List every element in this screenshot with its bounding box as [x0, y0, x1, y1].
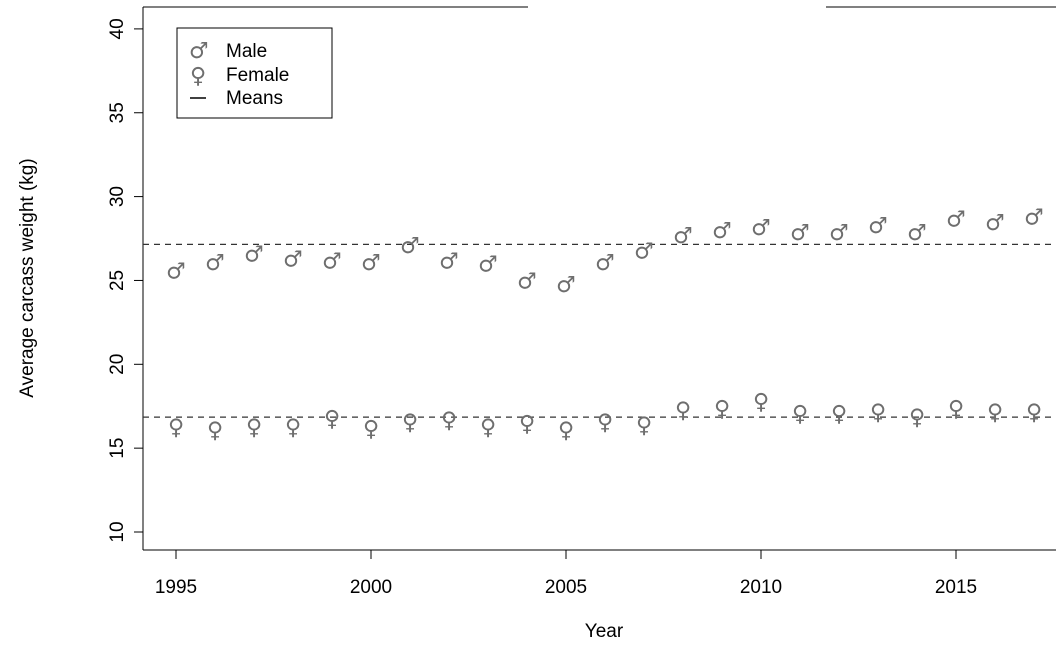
female-point-icon: ♀ [948, 397, 964, 422]
female-point-icon: ♀ [207, 419, 223, 444]
mean-lines [143, 243, 1056, 418]
male-point-icon: ♂ [751, 216, 771, 241]
axes: 1995 2000 2005 2010 2015 10 15 20 25 30 35 40 [107, 18, 977, 598]
female-point-icon: ♀ [909, 405, 925, 430]
female-point-icon: ♀ [792, 402, 808, 427]
female-point-icon: ♀ [246, 415, 262, 440]
legend-label-means: Means [226, 88, 283, 109]
female-point-icon: ♀ [987, 400, 1003, 425]
male-point-icon: ♂ [517, 269, 537, 294]
female-point-icon: ♀ [1026, 400, 1042, 425]
female-point-icon: ♀ [597, 410, 613, 435]
male-point-icon: ♂ [790, 221, 810, 246]
female-point-icon: ♀ [324, 407, 340, 432]
male-point-icon: ♂ [985, 211, 1005, 236]
legend-box [176, 27, 333, 119]
male-point-icon: ♂ [634, 239, 654, 264]
legend: ♂ Male ♀ Female Means [176, 27, 333, 119]
legend-label-female: Female [226, 65, 289, 86]
male-point-icon: ♂ [829, 221, 849, 246]
male-point-icon: ♂ [283, 248, 303, 273]
female-point-icon: ♀ [480, 415, 496, 440]
male-point-icon: ♂ [322, 249, 342, 274]
male-point-icon: ♂ [1024, 206, 1044, 231]
male-point-icon: ♂ [868, 214, 888, 239]
plot-frame [142, 6, 1056, 551]
male-point-icon: ♂ [712, 219, 732, 244]
male-point-icon: ♂ [478, 253, 498, 278]
male-point-icon: ♂ [439, 249, 459, 274]
male-point-icon: ♂ [673, 224, 693, 249]
y-axis-title: Average carcass weight (kg) [17, 158, 38, 397]
y-tick-label: 20 [107, 354, 128, 375]
female-point-icon: ♀ [714, 397, 730, 422]
y-tick-label: 30 [107, 186, 128, 207]
male-point-icon: ♂ [907, 221, 927, 246]
male-point-icon: ♂ [595, 251, 615, 276]
male-point-icon: ♂ [166, 259, 186, 284]
male-point-icon: ♂ [556, 273, 576, 298]
x-tick-label: 2015 [935, 577, 977, 598]
male-point-icon: ♂ [244, 243, 264, 268]
female-point-icon: ♀ [168, 415, 184, 440]
female-point-icon: ♀ [363, 417, 379, 442]
x-tick-label: 2005 [545, 577, 587, 598]
x-tick-label: 1995 [155, 577, 197, 598]
female-point-icon: ♀ [402, 410, 418, 435]
data-points: ♂ ♂ ♂ ♂ ♂ ♂ ♂ ♂ ♂ ♂ ♂ ♂ ♂ ♂ ♂ ♂ ♂ ♂ ♂ ♂ ♂ ♂ ♂ ♀ ♀ ♀ ♀ ♀ ♀ ♀ ♀ ♀ ♀ ♀ ♀ ♀ ♀ ♀ ♀ ♀… [166, 206, 1044, 444]
x-tick-label: 2000 [350, 577, 392, 598]
y-tick-label: 35 [107, 102, 128, 123]
y-tick-label: 40 [107, 18, 128, 39]
female-point-icon: ♀ [870, 400, 886, 425]
female-point-icon: ♀ [675, 399, 691, 424]
female-point-icon: ♀ [831, 402, 847, 427]
legend-label-male: Male [226, 41, 267, 62]
x-tick-label: 2010 [740, 577, 782, 598]
male-point-icon: ♂ [946, 207, 966, 232]
female-point-icon: ♀ [558, 419, 574, 444]
female-point-icon: ♀ [441, 409, 457, 434]
female-point-icon: ♀ [519, 412, 535, 437]
male-point-icon: ♂ [205, 251, 225, 276]
female-point-icon: ♀ [636, 414, 652, 439]
y-tick-label: 10 [107, 521, 128, 542]
female-point-icon: ♀ [753, 390, 769, 415]
male-point-icon: ♂ [400, 234, 420, 259]
female-point-icon: ♀ [285, 415, 301, 440]
legend-male-icon: ♂ [189, 39, 209, 64]
y-tick-label: 25 [107, 270, 128, 291]
y-tick-label: 15 [107, 438, 128, 459]
legend-female-icon: ♀ [190, 64, 206, 89]
male-point-icon: ♂ [361, 251, 381, 276]
x-axis-title: Year [585, 621, 624, 642]
